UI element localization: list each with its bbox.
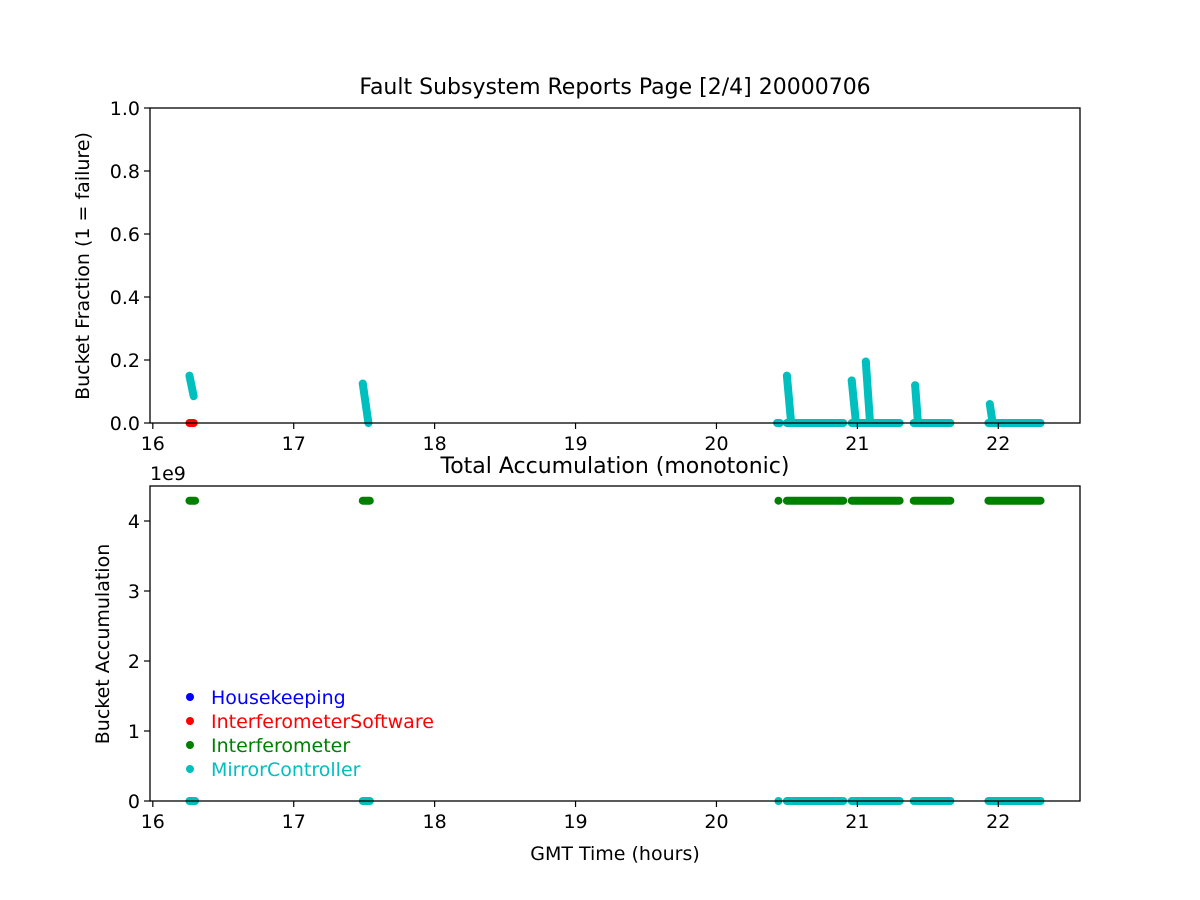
legend-label: Housekeeping bbox=[211, 687, 346, 709]
fraction-x-tick-label: 20 bbox=[704, 433, 728, 455]
accumulation-chart-frame bbox=[149, 485, 1081, 802]
legend-label: Interferometer bbox=[211, 735, 350, 757]
fraction-x-tick-label: 16 bbox=[141, 433, 165, 455]
fraction-chart-frame bbox=[149, 107, 1081, 424]
legend-label: MirrorController bbox=[211, 759, 361, 781]
accumulation-chart-title: Total Accumulation (monotonic) bbox=[440, 454, 790, 479]
accumulation-x-tick-label: 16 bbox=[141, 811, 165, 833]
legend: HousekeepingInterferometerSoftwareInterf… bbox=[186, 687, 434, 781]
fraction-y-tick-label: 0.8 bbox=[110, 161, 140, 183]
accumulation-x-tick-label: 21 bbox=[845, 811, 869, 833]
accumulation-x-tick-label: 17 bbox=[282, 811, 306, 833]
accumulation-x-tick-label: 19 bbox=[563, 811, 587, 833]
fraction-y-tick-label: 0.4 bbox=[110, 287, 140, 309]
legend-marker bbox=[186, 765, 194, 773]
mirrorcontroller-spike-peak bbox=[861, 357, 870, 366]
legend-marker bbox=[186, 741, 194, 749]
accumulation-y-tick-label: 1 bbox=[128, 721, 140, 743]
interferometer-point bbox=[774, 496, 783, 505]
fraction-x-tick-label: 21 bbox=[845, 433, 869, 455]
accumulation-y-tick-label: 3 bbox=[128, 581, 140, 603]
mirrorcontroller-spike-peak bbox=[911, 381, 920, 390]
fraction-y-tick-label: 0.2 bbox=[110, 350, 140, 372]
accumulation-chart-ticks: 16 17 18 19 20 21 22 0 1 2 3 4 bbox=[128, 511, 1010, 833]
accumulation-y-tick-label: 0 bbox=[128, 791, 140, 813]
accumulation-x-tick-label: 22 bbox=[986, 811, 1010, 833]
fraction-chart-ticks: 16 17 18 19 20 21 22 0.0 0.2 0.4 0.6 0.8 1.0 bbox=[110, 98, 1011, 455]
accumulation-y-tick-label: 2 bbox=[128, 651, 140, 673]
fraction-x-tick-label: 22 bbox=[986, 433, 1010, 455]
accumulation-chart-offset-label: 1e9 bbox=[150, 463, 186, 485]
fraction-chart: Fault Subsystem Reports Page [2/4] 20000… bbox=[72, 75, 1081, 455]
accumulation-x-tick-label: 20 bbox=[704, 811, 728, 833]
fraction-x-tick-label: 18 bbox=[423, 433, 447, 455]
mirrorcontroller-spike bbox=[861, 357, 875, 427]
mirrorcontroller-spike bbox=[358, 379, 373, 427]
fraction-x-tick-label: 19 bbox=[563, 433, 587, 455]
accumulation-y-tick-label: 4 bbox=[128, 511, 140, 533]
mirrorcontroller-spike-peak bbox=[847, 376, 856, 385]
accumulation-chart: Total Accumulation (monotonic) 1e9 Bucke… bbox=[92, 454, 1081, 865]
accumulation-chart-xlabel: GMT Time (hours) bbox=[530, 843, 700, 865]
accumulation-chart-ylabel: Bucket Accumulation bbox=[92, 544, 114, 745]
legend-marker bbox=[186, 717, 194, 725]
legend-label: InterferometerSoftware bbox=[211, 711, 434, 733]
mirrorcontroller-spike-peak bbox=[358, 379, 367, 388]
fraction-chart-ylabel: Bucket Fraction (1 = failure) bbox=[72, 132, 94, 400]
fraction-y-tick-label: 0.6 bbox=[110, 224, 140, 246]
mirrorcontroller-spike-peak bbox=[782, 371, 791, 380]
fraction-x-tick-label: 17 bbox=[282, 433, 306, 455]
mirrorcontroller-spike bbox=[847, 376, 860, 427]
mirrorcontroller-spike-peak bbox=[985, 400, 994, 409]
mirrorcontroller-spike bbox=[911, 381, 922, 427]
accumulation-x-tick-label: 18 bbox=[423, 811, 447, 833]
mirrorcontroller-spike-peak bbox=[185, 371, 194, 380]
fraction-y-tick-label: 1.0 bbox=[110, 98, 140, 120]
legend-marker bbox=[186, 693, 194, 701]
mirrorcontroller-spike bbox=[782, 371, 796, 427]
fraction-chart-title: Fault Subsystem Reports Page [2/4] 20000… bbox=[359, 75, 870, 100]
fraction-y-tick-label: 0.0 bbox=[110, 413, 140, 435]
